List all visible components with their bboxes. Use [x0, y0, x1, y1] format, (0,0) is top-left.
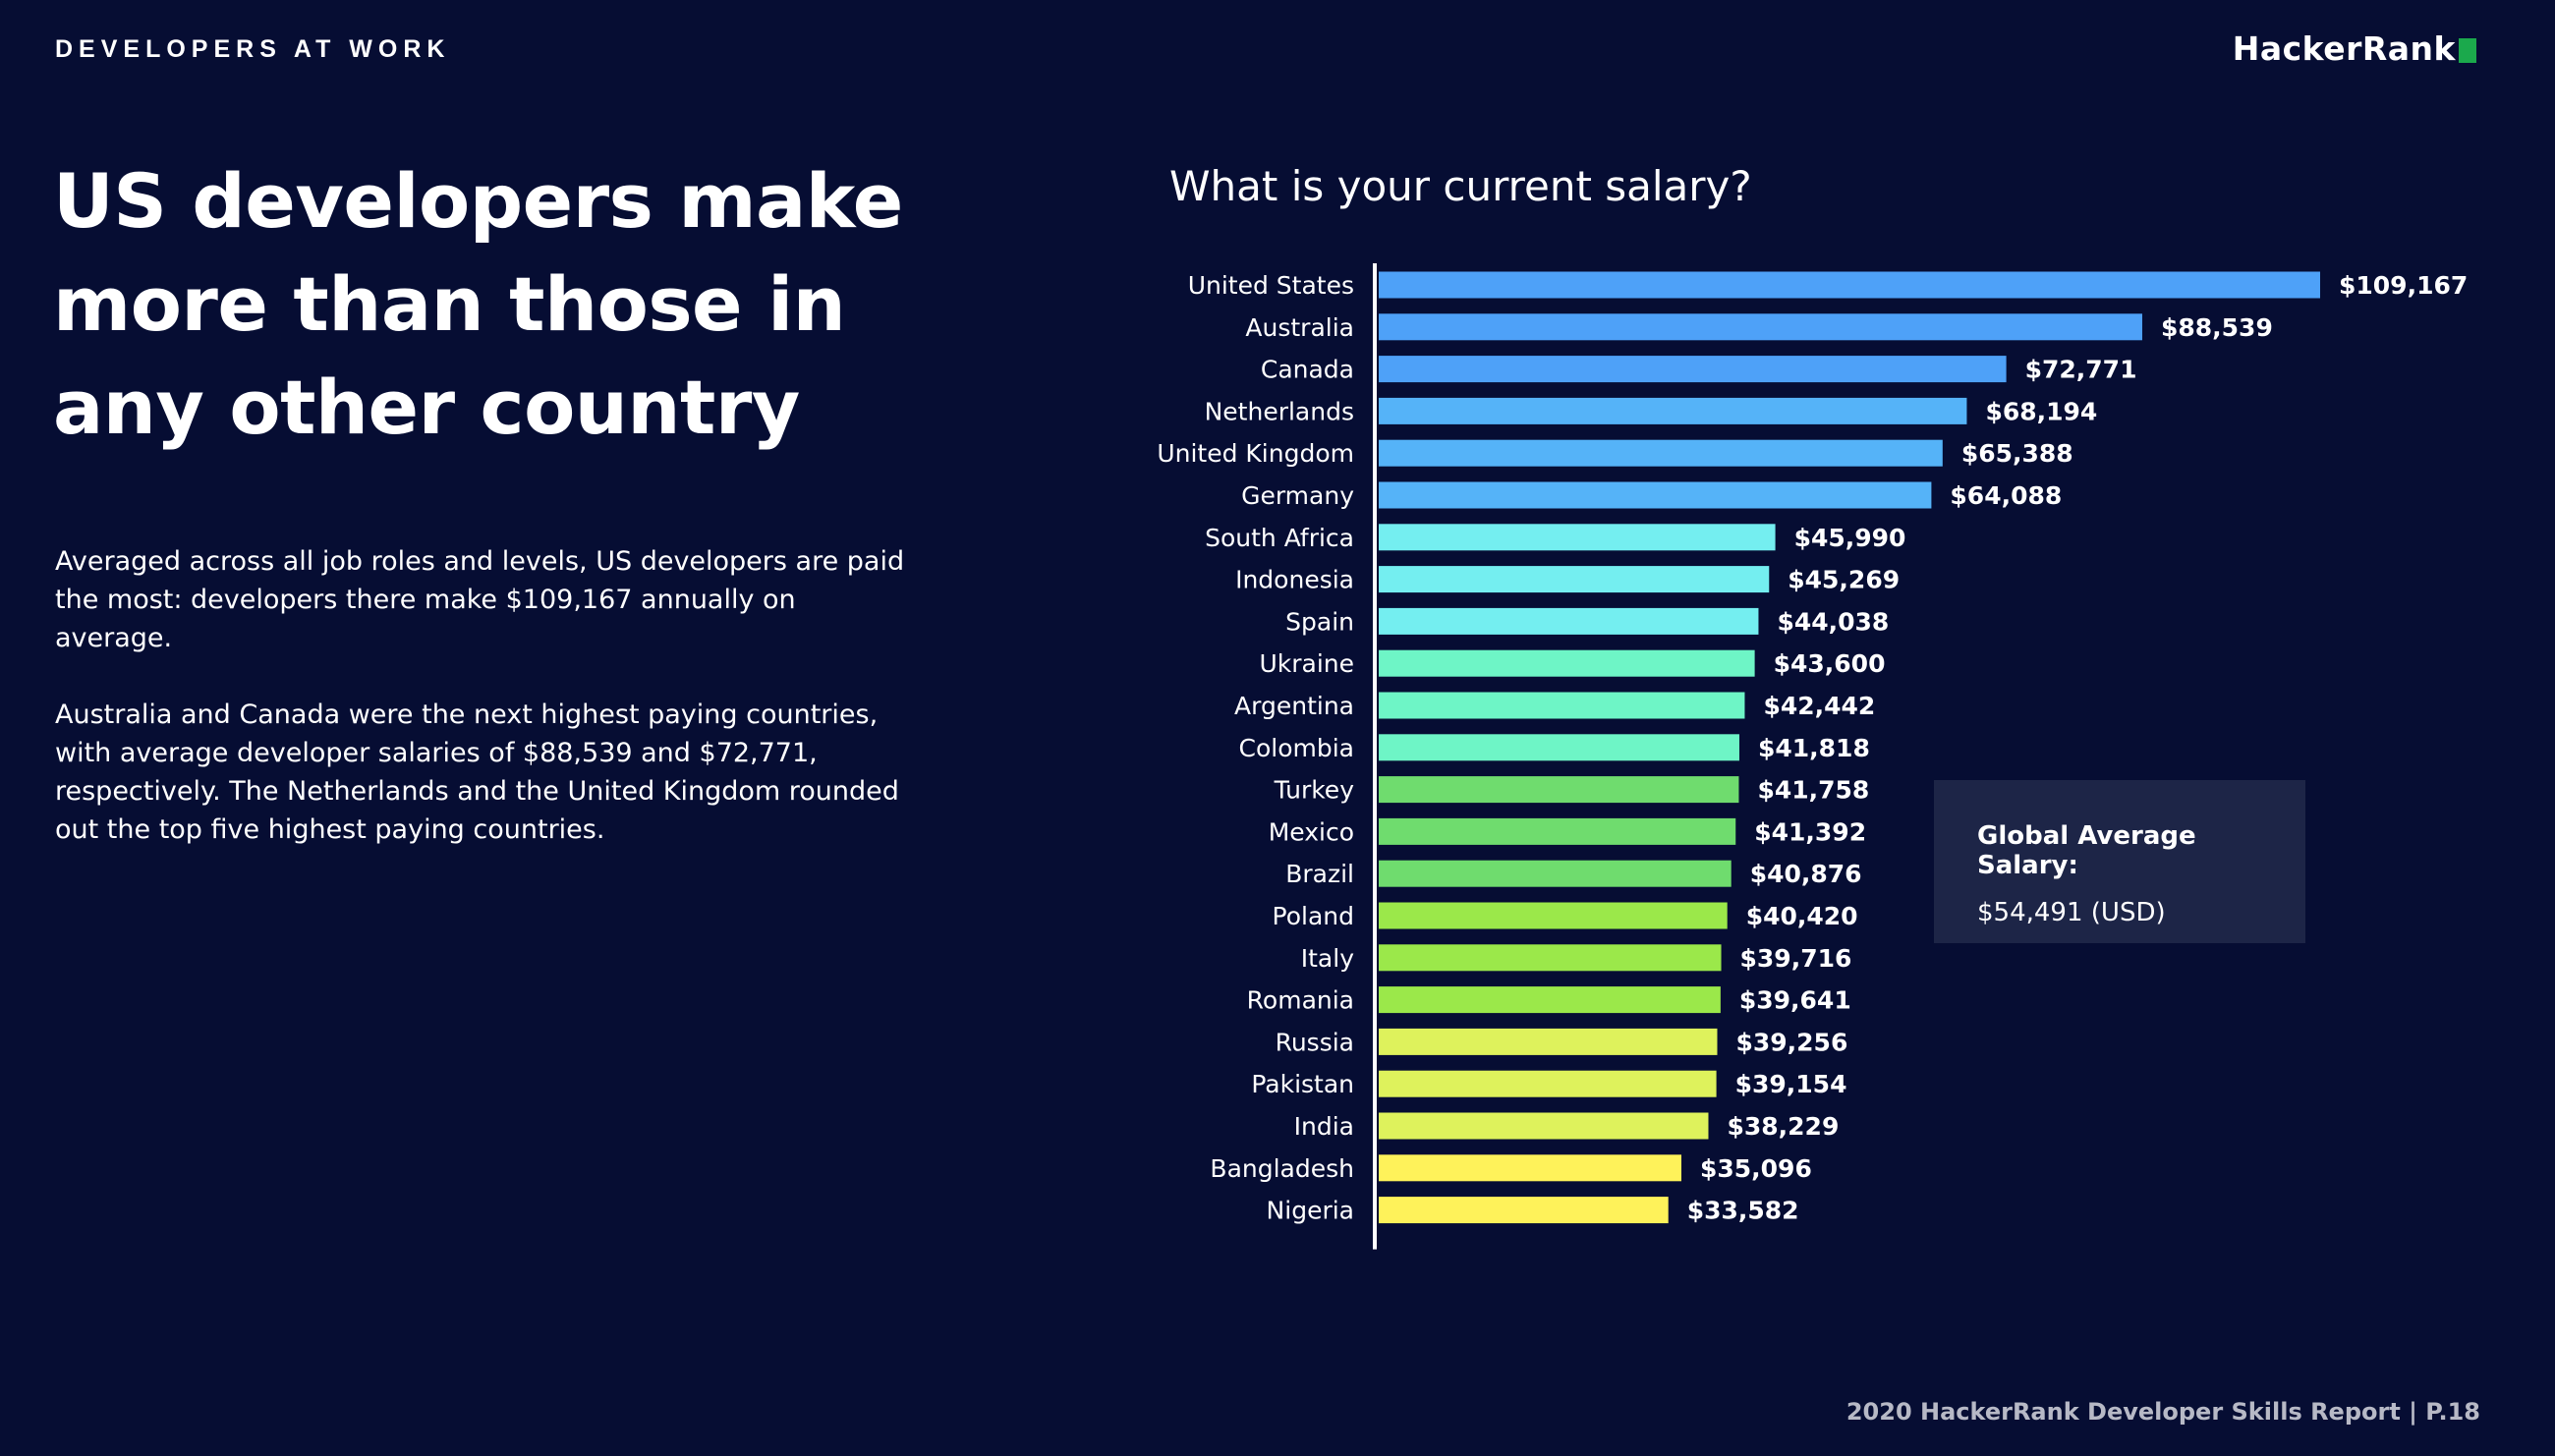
category-label: Netherlands	[1205, 397, 1354, 425]
salary-bar	[1379, 692, 1745, 719]
salary-bar	[1379, 1112, 1709, 1140]
value-label: $40,420	[1746, 902, 1858, 930]
salary-bar	[1379, 817, 1736, 845]
salary-bar	[1379, 1070, 1717, 1097]
value-label: $44,038	[1777, 607, 1889, 636]
salary-bar	[1379, 1197, 1669, 1224]
value-label: $65,388	[1961, 439, 2073, 468]
salary-bar	[1379, 313, 2142, 341]
category-label: United Kingdom	[1157, 439, 1354, 468]
category-label: Mexico	[1269, 817, 1354, 846]
category-label: Brazil	[1285, 860, 1354, 888]
category-label: Canada	[1261, 356, 1354, 384]
salary-bar	[1379, 734, 1739, 761]
salary-bar	[1379, 776, 1739, 804]
page-headline: US developers make more than those in an…	[53, 157, 903, 451]
category-label: Italy	[1301, 944, 1354, 973]
paragraph-1: Averaged across all job roles and levels…	[55, 546, 905, 653]
category-label: South Africa	[1205, 524, 1354, 552]
value-label: $41,392	[1754, 817, 1866, 846]
category-label: Nigeria	[1267, 1197, 1354, 1225]
category-label: Pakistan	[1251, 1070, 1354, 1098]
value-label: $38,229	[1727, 1112, 1839, 1141]
value-label: $45,990	[1794, 524, 1906, 552]
salary-bar	[1379, 944, 1722, 972]
salary-bar	[1379, 481, 1932, 509]
value-label: $42,442	[1763, 692, 1875, 720]
page-footer: 2020 HackerRank Developer Skills Report …	[1845, 1398, 2480, 1426]
category-label: Argentina	[1234, 692, 1354, 720]
salary-bar	[1379, 356, 2007, 383]
category-label: India	[1294, 1112, 1354, 1141]
value-label: $45,269	[1788, 566, 1900, 594]
value-label: $41,818	[1758, 734, 1870, 762]
value-label: $39,256	[1735, 1028, 1847, 1056]
salary-bar	[1379, 1028, 1718, 1055]
category-label: Spain	[1285, 607, 1354, 636]
value-label: $64,088	[1950, 481, 2062, 510]
category-label: Romania	[1247, 986, 1354, 1015]
value-label: $33,582	[1687, 1197, 1799, 1225]
value-label: $39,154	[1735, 1070, 1847, 1098]
salary-bar	[1379, 649, 1755, 677]
chart-title: What is your current salary?	[1169, 162, 1752, 210]
value-label: $40,876	[1750, 860, 1862, 888]
callout-value: $54,491 (USD)	[1977, 898, 2166, 927]
category-label: Russia	[1276, 1028, 1354, 1056]
value-label: $43,600	[1774, 649, 1886, 678]
category-label: Germany	[1241, 481, 1354, 510]
callout-title: Global Average Salary:	[1977, 821, 2196, 880]
category-label: United States	[1188, 271, 1354, 300]
category-label: Bangladesh	[1210, 1154, 1354, 1183]
category-label: Turkey	[1274, 776, 1355, 805]
value-label: $88,539	[2161, 313, 2273, 342]
value-label: $72,771	[2025, 356, 2137, 384]
body-text: Averaged across all job roles and levels…	[55, 542, 920, 887]
salary-bar	[1379, 439, 1943, 467]
value-label: $109,167	[2339, 271, 2468, 300]
value-label: $41,758	[1757, 776, 1869, 805]
section-label: DEVELOPERS AT WORK	[55, 35, 451, 63]
salary-bar	[1379, 902, 1728, 929]
category-label: Colombia	[1239, 734, 1354, 762]
category-label: Ukraine	[1259, 649, 1354, 678]
logo-text: HackerRank	[2232, 29, 2456, 68]
salary-bar	[1379, 397, 1967, 424]
salary-bar	[1379, 524, 1776, 551]
salary-bar	[1379, 1154, 1681, 1182]
salary-bar	[1379, 566, 1770, 593]
value-label: $68,194	[1985, 397, 2097, 425]
paragraph-2: Australia and Canada were the next highe…	[55, 700, 899, 845]
category-label: Poland	[1273, 902, 1354, 930]
salary-bar-chart: United States $109,167 Australia $88,539 Can…	[1157, 263, 2468, 1250]
global-average-callout: Global Average Salary: $54,491 (USD)	[1934, 780, 2305, 943]
category-label: Indonesia	[1235, 566, 1354, 594]
salary-bar	[1379, 271, 2320, 299]
salary-bar	[1379, 986, 1721, 1014]
logo-mark-icon	[2459, 38, 2476, 63]
value-label: $39,716	[1740, 944, 1852, 973]
value-label: $39,641	[1739, 986, 1851, 1015]
category-label: Australia	[1245, 313, 1354, 342]
salary-bar	[1379, 860, 1732, 887]
hackerrank-logo[interactable]: HackerRank	[2233, 29, 2476, 68]
salary-bar	[1379, 607, 1759, 635]
value-label: $35,096	[1700, 1154, 1812, 1183]
